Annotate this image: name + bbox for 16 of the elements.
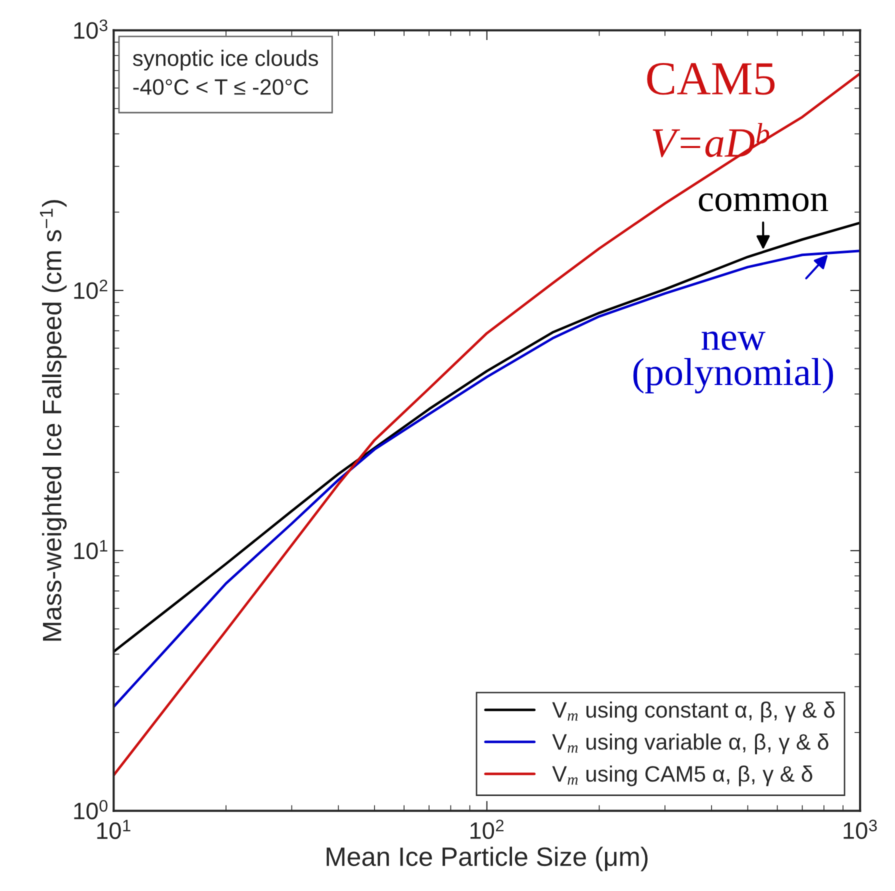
- legend-label: V$_{m}$ using constant α, β, γ & δ: [552, 701, 835, 722]
- y-tick-label: 10$^{0}$: [74, 800, 108, 820]
- annotation: common: [698, 193, 828, 212]
- y-tick-label: 10$^{2}$: [74, 280, 108, 300]
- legend-label: V$_{m}$ using variable α, β, γ & δ: [552, 733, 828, 754]
- x-tick-label: 10$^{2}$: [470, 820, 504, 840]
- x-tick-label: 10$^{1}$: [97, 820, 130, 840]
- x-axis-title: Mean Ice Particle Size (μm): [326, 846, 648, 872]
- y-tick-label: 10$^{1}$: [74, 540, 108, 560]
- annotation: CAM5: [647, 63, 775, 95]
- y-tick-label: 10$^{3}$: [74, 19, 108, 39]
- annotation: synoptic ice clouds -40°C < T ≤ -20°C: [132, 50, 318, 95]
- x-tick-label: 10$^{3}$: [844, 820, 877, 840]
- y-axis-title: Mass-weighted Ice Fallspeed (cm s$^{−1}$): [40, 200, 67, 641]
- legend-label: V$_{m}$ using CAM5 α, β, γ & δ: [552, 765, 812, 786]
- annotation: new (polynomial): [633, 331, 834, 394]
